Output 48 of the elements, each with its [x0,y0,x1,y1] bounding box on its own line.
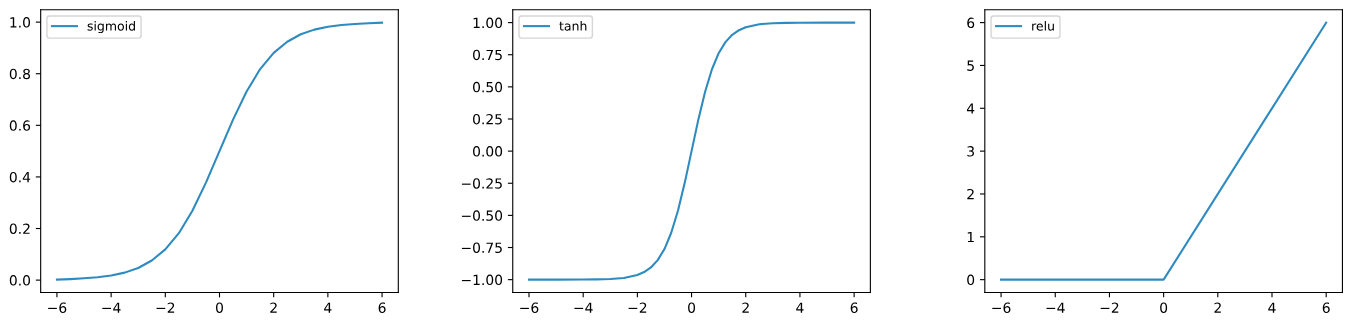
y-tick-label: 0.0 [9,275,31,286]
x-tick-label: −2 [156,302,175,313]
y-tick-label: 0.00 [473,146,503,157]
x-tick-label: 4 [796,302,804,313]
x-tick-label: −6 [520,302,539,313]
x-tick-label: −4 [102,302,121,313]
legend-label: relu [1032,21,1054,31]
y-tick-label: 0.2 [9,223,30,234]
x-tick-label: −2 [1100,302,1119,313]
y-tick-label: 2 [967,188,974,200]
x-tick-label: −6 [48,302,67,313]
x-tick-label: 2 [1214,302,1221,313]
y-tick-label: 0.50 [473,81,503,93]
x-tick-label: −4 [1046,302,1065,313]
x-tick-label: 0 [1160,302,1168,313]
y-tick-label: 6 [967,17,975,29]
y-tick-label: 0.6 [9,120,31,131]
x-tick-label: 6 [378,302,386,313]
y-tick-label: 0.75 [473,49,502,61]
y-tick-label: 1 [967,231,974,243]
y-tick-label: 0.25 [473,113,502,125]
x-tick-label: −4 [574,302,593,313]
line-series [55,21,384,281]
x-tick-label: 6 [850,302,858,313]
legend-label: sigmoid [87,21,135,34]
y-tick-label: 1.0 [10,17,31,28]
x-tick-label: 4 [1268,302,1276,313]
y-tick-label: 1.00 [473,17,503,29]
y-tick-label: −1.00 [461,274,503,286]
x-tick-label: 0 [688,302,696,313]
x-tick-label: 2 [742,302,749,313]
x-tick-label: 6 [1322,302,1330,313]
y-tick-label: 0.8 [9,68,31,80]
x-tick-label: 0 [215,302,223,313]
y-tick-label: 0 [967,274,975,286]
x-tick-label: 4 [324,302,332,313]
y-tick-label: 5 [967,60,974,71]
x-tick-label: 2 [270,302,277,313]
y-tick-label: −0.25 [461,178,502,189]
x-tick-label: −2 [628,302,647,313]
y-tick-label: 4 [966,103,975,114]
x-tick-label: −6 [992,302,1011,313]
line-series [527,21,856,281]
y-tick-label: 0.4 [9,171,31,183]
y-tick-label: 3 [967,146,974,157]
y-tick-label: −0.50 [461,210,503,221]
y-tick-label: −0.75 [461,242,502,253]
legend-label: tanh [559,21,587,31]
